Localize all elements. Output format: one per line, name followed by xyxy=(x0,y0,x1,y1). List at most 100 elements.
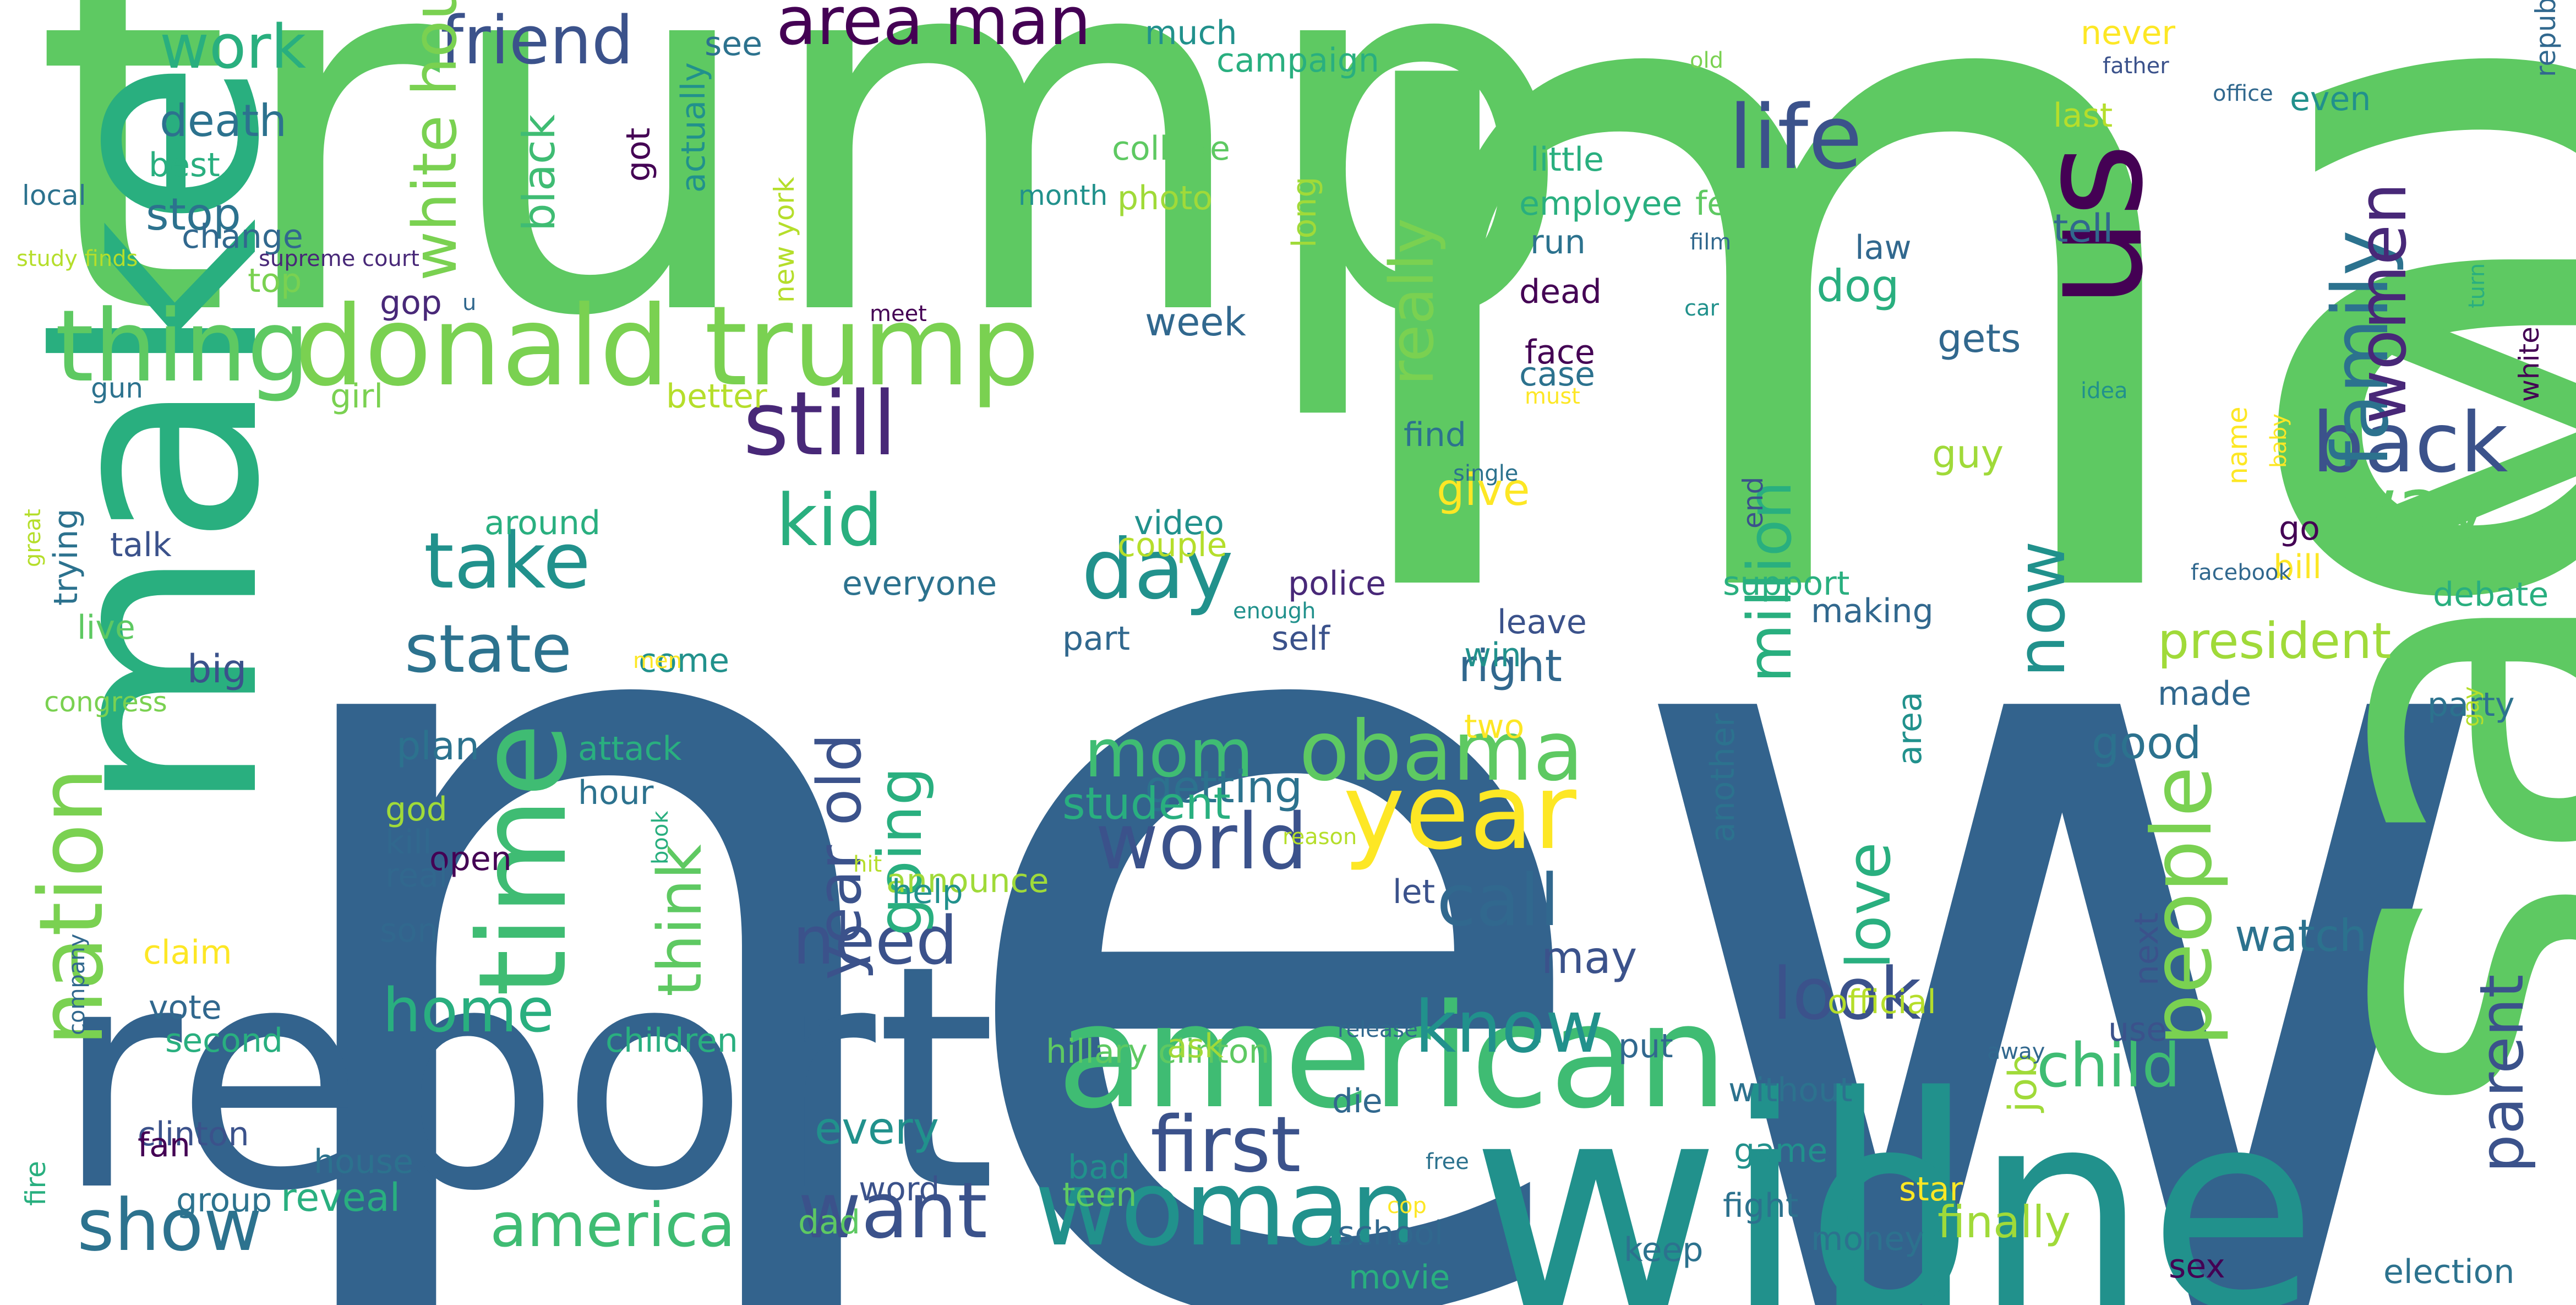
word-gop: gop xyxy=(380,284,442,322)
word-much: much xyxy=(1145,14,1237,52)
word-gets: gets xyxy=(1938,316,2021,361)
word-donald-trump: donald trump xyxy=(294,282,1040,411)
word-open: open xyxy=(429,840,512,878)
word-know: know xyxy=(1415,985,1604,1069)
word-case: case xyxy=(1519,355,1595,394)
word-word: word xyxy=(859,1170,940,1209)
word-people: people xyxy=(2135,766,2230,1046)
word-live: live xyxy=(77,608,135,647)
word-little: little xyxy=(1530,140,1604,179)
word-group: group xyxy=(176,1181,272,1220)
word-end: end xyxy=(1737,476,1769,529)
word-feel: feel xyxy=(1695,184,1757,223)
word-better: better xyxy=(666,377,767,416)
word-report: report xyxy=(55,900,997,1259)
word-face: face xyxy=(1525,333,1595,372)
word-vote: vote xyxy=(149,988,222,1027)
word-getting: getting xyxy=(1145,762,1303,813)
word-year: year xyxy=(1343,751,1576,873)
word-call: call xyxy=(1437,858,1560,942)
word-day: day xyxy=(1082,522,1234,618)
word-dog: dog xyxy=(1816,260,1900,312)
word-come: come xyxy=(638,641,730,680)
word-hillary-clinton: hillary clinton xyxy=(1046,1032,1270,1071)
word-win: win xyxy=(1464,636,1521,675)
word-hour: hour xyxy=(578,774,654,812)
word-must: must xyxy=(1525,384,1580,409)
word-trying: trying xyxy=(47,508,85,606)
word-best: best xyxy=(149,146,220,184)
word-gun: gun xyxy=(91,372,144,404)
word-official: official xyxy=(1827,983,1936,1021)
word-change: change xyxy=(182,218,303,256)
word-right: right xyxy=(1459,640,1562,692)
word-will: will xyxy=(1470,1032,1979,1305)
word-new: new xyxy=(237,284,2512,1305)
word-obama: obama xyxy=(1299,704,1584,800)
word-free: free xyxy=(1426,1149,1469,1174)
word-need: need xyxy=(793,903,958,980)
word-company: company xyxy=(64,933,90,1035)
word-u: u xyxy=(462,290,477,316)
word-reason: reason xyxy=(1282,824,1357,850)
word-state: state xyxy=(405,611,572,688)
word-help: help xyxy=(892,873,963,911)
word-second: second xyxy=(165,1021,283,1060)
word-leave: leave xyxy=(1497,603,1587,641)
word-campaign: campaign xyxy=(1216,41,1379,80)
word-world: world xyxy=(1095,797,1308,887)
word-school: school xyxy=(1338,1214,1444,1253)
word-may: may xyxy=(1541,932,1638,983)
word-star: star xyxy=(1899,1170,1963,1209)
word-talk: talk xyxy=(110,526,172,564)
word-watch: watch xyxy=(2235,910,2367,961)
word-week: week xyxy=(1145,300,1246,345)
word-claim: claim xyxy=(143,933,232,972)
word-mom: mom xyxy=(1084,716,1254,792)
word-car: car xyxy=(1684,296,1719,321)
word-president: president xyxy=(2158,612,2392,670)
word-big: big xyxy=(187,646,247,692)
word-two: two xyxy=(1464,708,1525,746)
word-clinton: clinton xyxy=(138,1115,249,1154)
word-college: college xyxy=(1112,129,1230,168)
word-trump: trump xyxy=(33,0,1576,427)
word-enough: enough xyxy=(1233,599,1316,624)
word-republican: republican xyxy=(2530,0,2562,77)
word-election: election xyxy=(2383,1253,2515,1291)
word-parent: parent xyxy=(2466,974,2537,1173)
word-let: let xyxy=(1393,873,1436,911)
word-video: video xyxy=(1134,504,1224,542)
word-every: every xyxy=(815,1103,940,1154)
word-go: go xyxy=(2279,509,2320,548)
word-local: local xyxy=(22,180,86,211)
word-kill: kill xyxy=(385,823,432,862)
word-idea: idea xyxy=(2081,378,2128,404)
word-top: top xyxy=(248,262,302,300)
word-reveal: reveal xyxy=(281,1175,401,1220)
word-real: real xyxy=(385,856,448,895)
word-think: think xyxy=(645,844,715,997)
word-single: single xyxy=(1453,461,1519,486)
word-turn: turn xyxy=(2464,263,2490,308)
word-area-man: area man xyxy=(776,0,1091,60)
word-area: area xyxy=(1891,692,1929,765)
word-old: old xyxy=(1690,48,1723,73)
word-american: american xyxy=(1057,974,1728,1140)
word-life: life xyxy=(1728,86,1863,189)
word-part: part xyxy=(1062,619,1131,658)
word-baby: baby xyxy=(2266,414,2291,468)
word-good: good xyxy=(2092,717,2202,769)
word-house: house xyxy=(314,1143,413,1181)
word-fan: fan xyxy=(138,1126,190,1165)
word-cop: cop xyxy=(1387,1193,1427,1219)
word-attack: attack xyxy=(578,730,682,768)
word-want: want xyxy=(798,1166,987,1256)
word-movie: movie xyxy=(1349,1258,1450,1297)
word-kid: kid xyxy=(776,479,883,562)
word-great: great xyxy=(20,509,46,567)
word-guy: guy xyxy=(1932,432,2004,477)
word-everyone: everyone xyxy=(842,564,997,603)
word-women: women xyxy=(2345,182,2421,424)
word-god: god xyxy=(385,790,447,829)
